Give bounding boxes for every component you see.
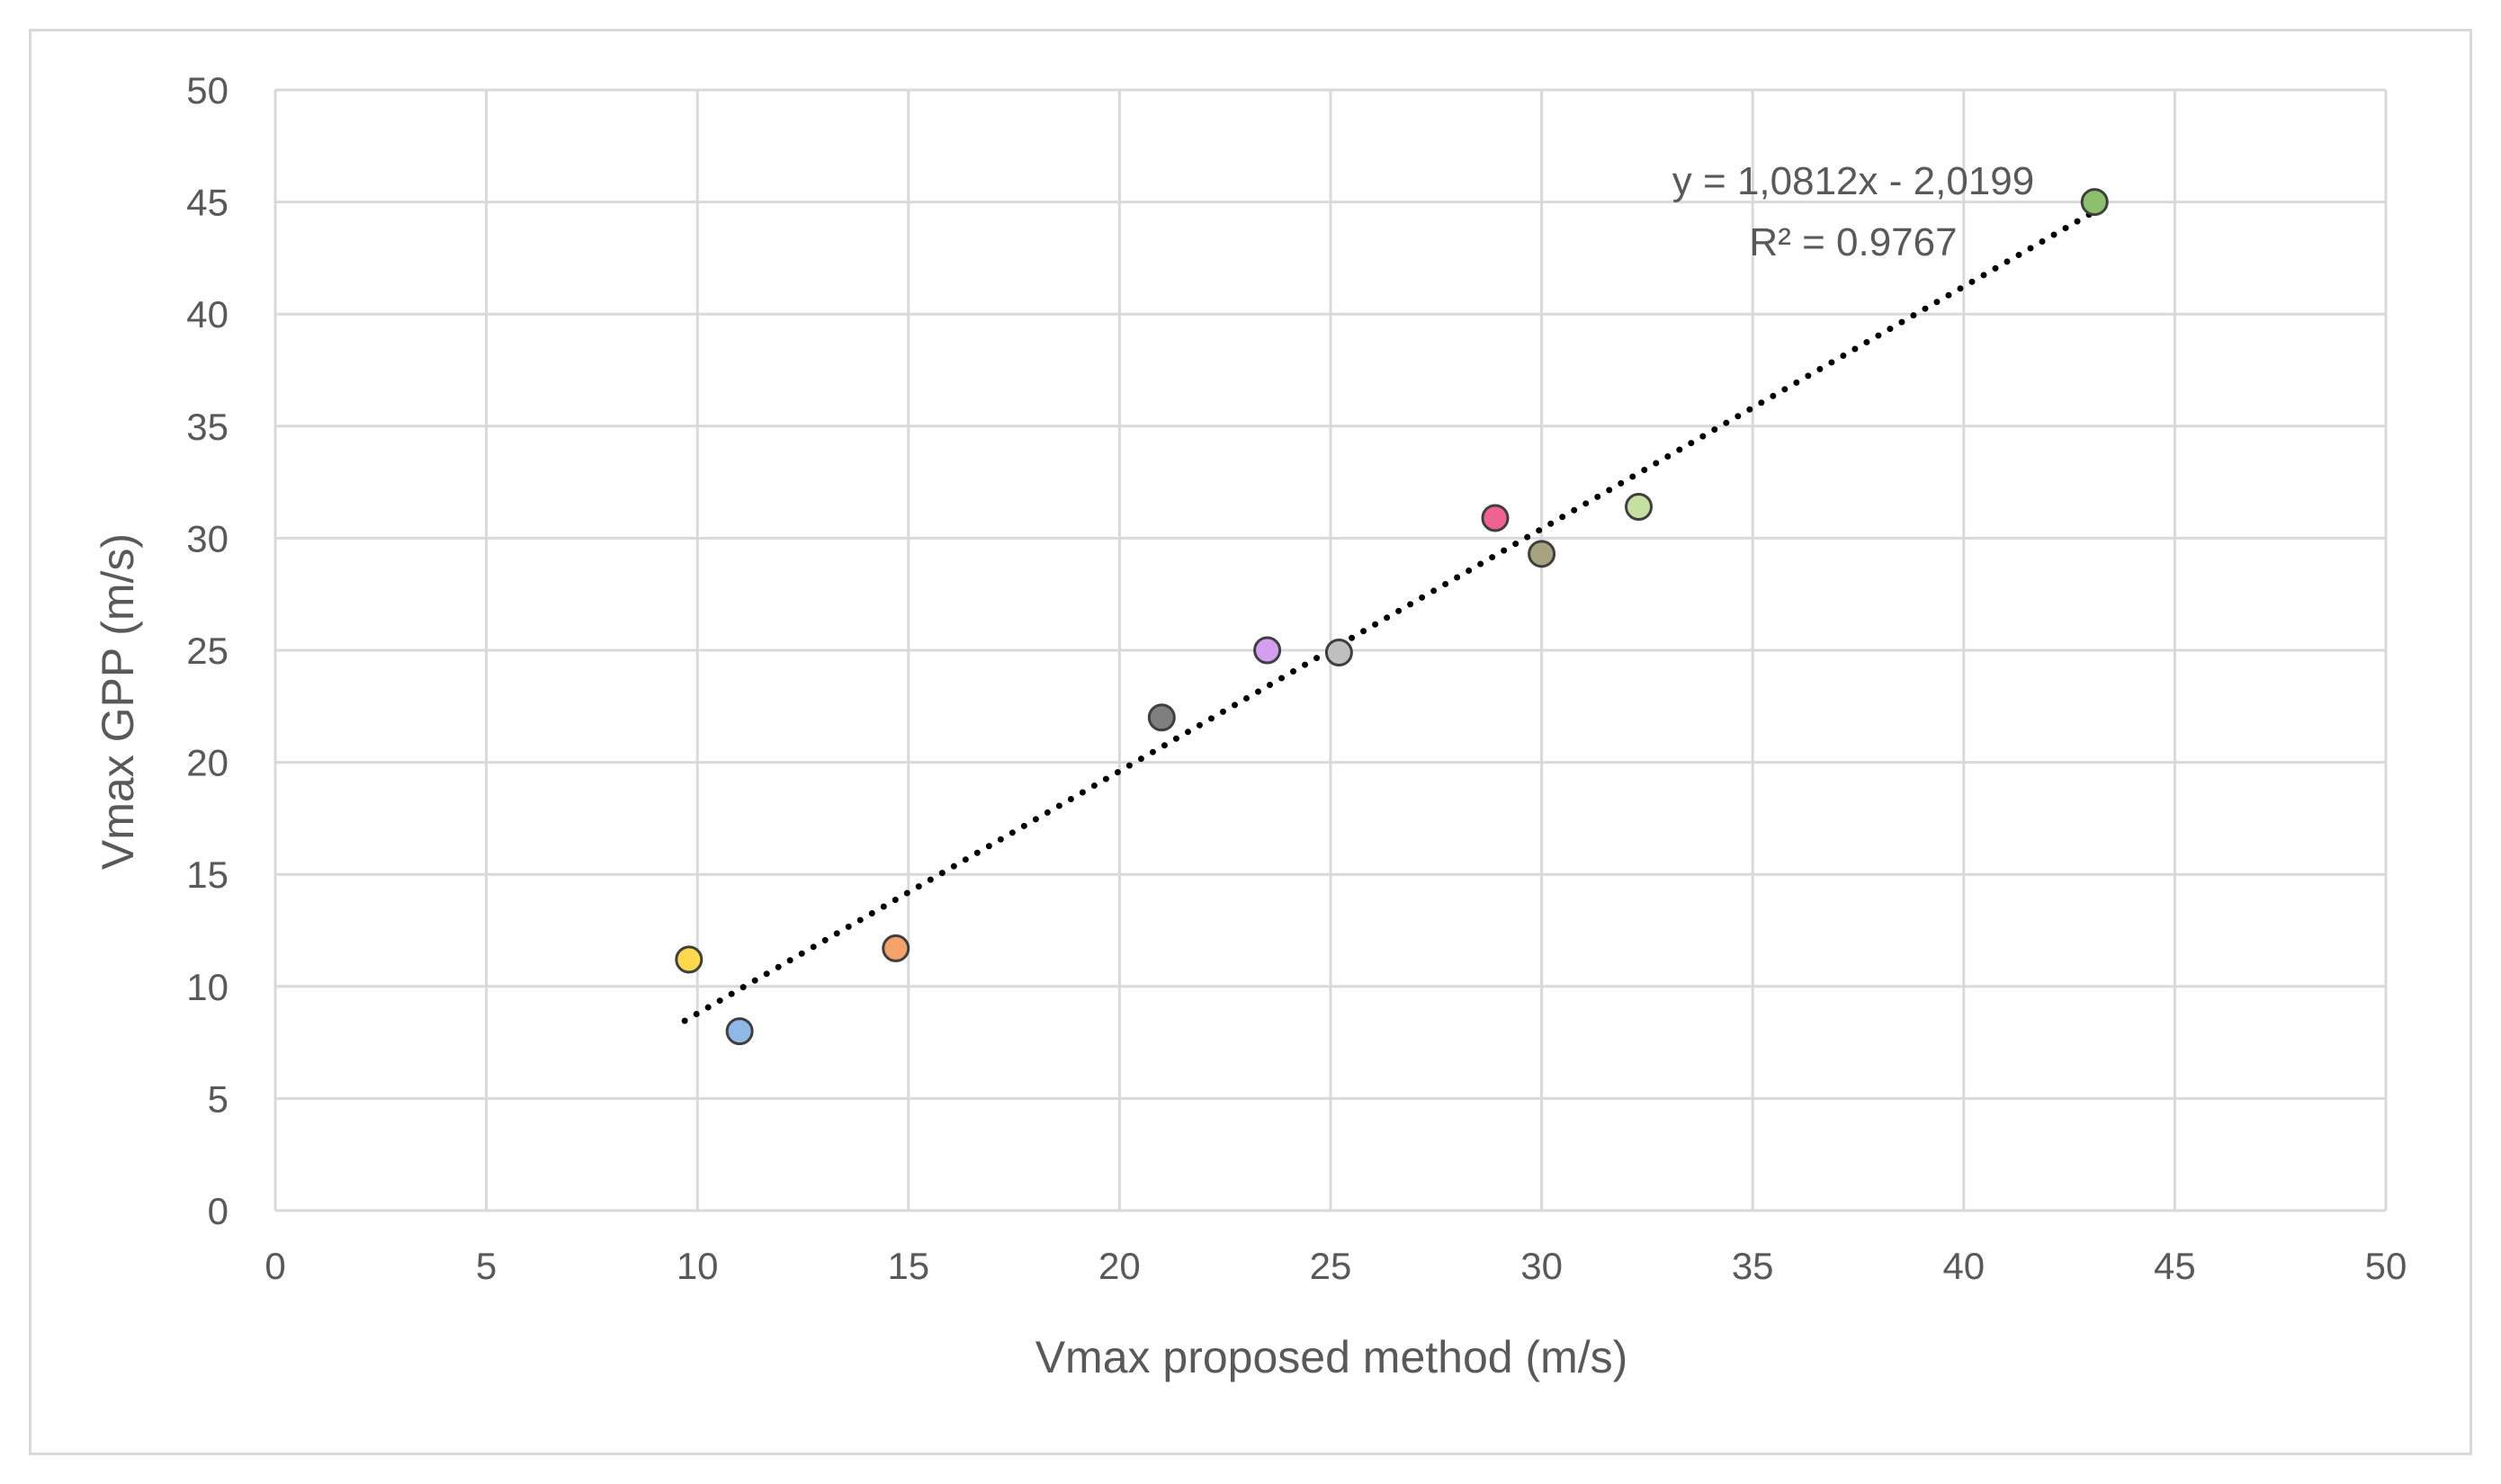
y-axis-title: Vmax GPP (m/s)	[93, 533, 143, 870]
y-tick-label: 0	[208, 1190, 229, 1232]
grid-lines	[273, 88, 2388, 1212]
x-tick-label: 30	[1520, 1245, 1563, 1287]
tick-labels: 0 5 10 15 20 25 30 35 40 45 50 0 5 10 15 20 25 30 35 40 45 50	[186, 69, 2407, 1287]
trendline-equation: y = 1,0812x - 2,0199	[1672, 159, 2034, 203]
y-tick-label: 15	[186, 854, 229, 896]
y-tick-label: 25	[186, 630, 229, 672]
y-tick-label: 50	[186, 69, 229, 112]
x-axis-title: Vmax proposed method (m/s)	[1035, 1332, 1628, 1382]
y-tick-label: 30	[186, 517, 229, 559]
data-points	[675, 188, 2109, 1046]
data-point	[2080, 188, 2109, 217]
data-point	[725, 1017, 754, 1046]
x-tick-label: 25	[1310, 1245, 1352, 1287]
trendline	[681, 208, 2098, 1024]
data-point	[1528, 540, 1556, 568]
data-point	[1253, 636, 1282, 665]
x-tick-label: 0	[264, 1245, 285, 1287]
data-point	[1481, 504, 1510, 532]
x-tick-label: 35	[1732, 1245, 1774, 1287]
trendline-group	[681, 208, 2098, 1024]
y-tick-label: 40	[186, 293, 229, 335]
y-tick-label: 5	[208, 1077, 229, 1120]
data-point	[1324, 638, 1353, 666]
x-tick-label: 40	[1942, 1245, 1985, 1287]
data-point	[1147, 703, 1176, 732]
data-point	[1625, 493, 1654, 522]
y-tick-label: 10	[186, 966, 229, 1008]
x-tick-label: 15	[887, 1245, 929, 1287]
x-tick-label: 20	[1098, 1245, 1141, 1287]
y-tick-label: 35	[186, 406, 229, 448]
x-tick-label: 5	[476, 1245, 497, 1287]
x-tick-label: 45	[2154, 1245, 2196, 1287]
trendline-r-squared: R² = 0.9767	[1749, 220, 1957, 264]
y-tick-label: 45	[186, 182, 229, 224]
x-tick-label: 10	[677, 1245, 719, 1287]
data-point	[882, 934, 910, 962]
x-tick-label: 50	[2365, 1245, 2407, 1287]
y-tick-label: 20	[186, 742, 229, 784]
data-point	[675, 945, 704, 974]
chart-frame	[29, 29, 2472, 1455]
